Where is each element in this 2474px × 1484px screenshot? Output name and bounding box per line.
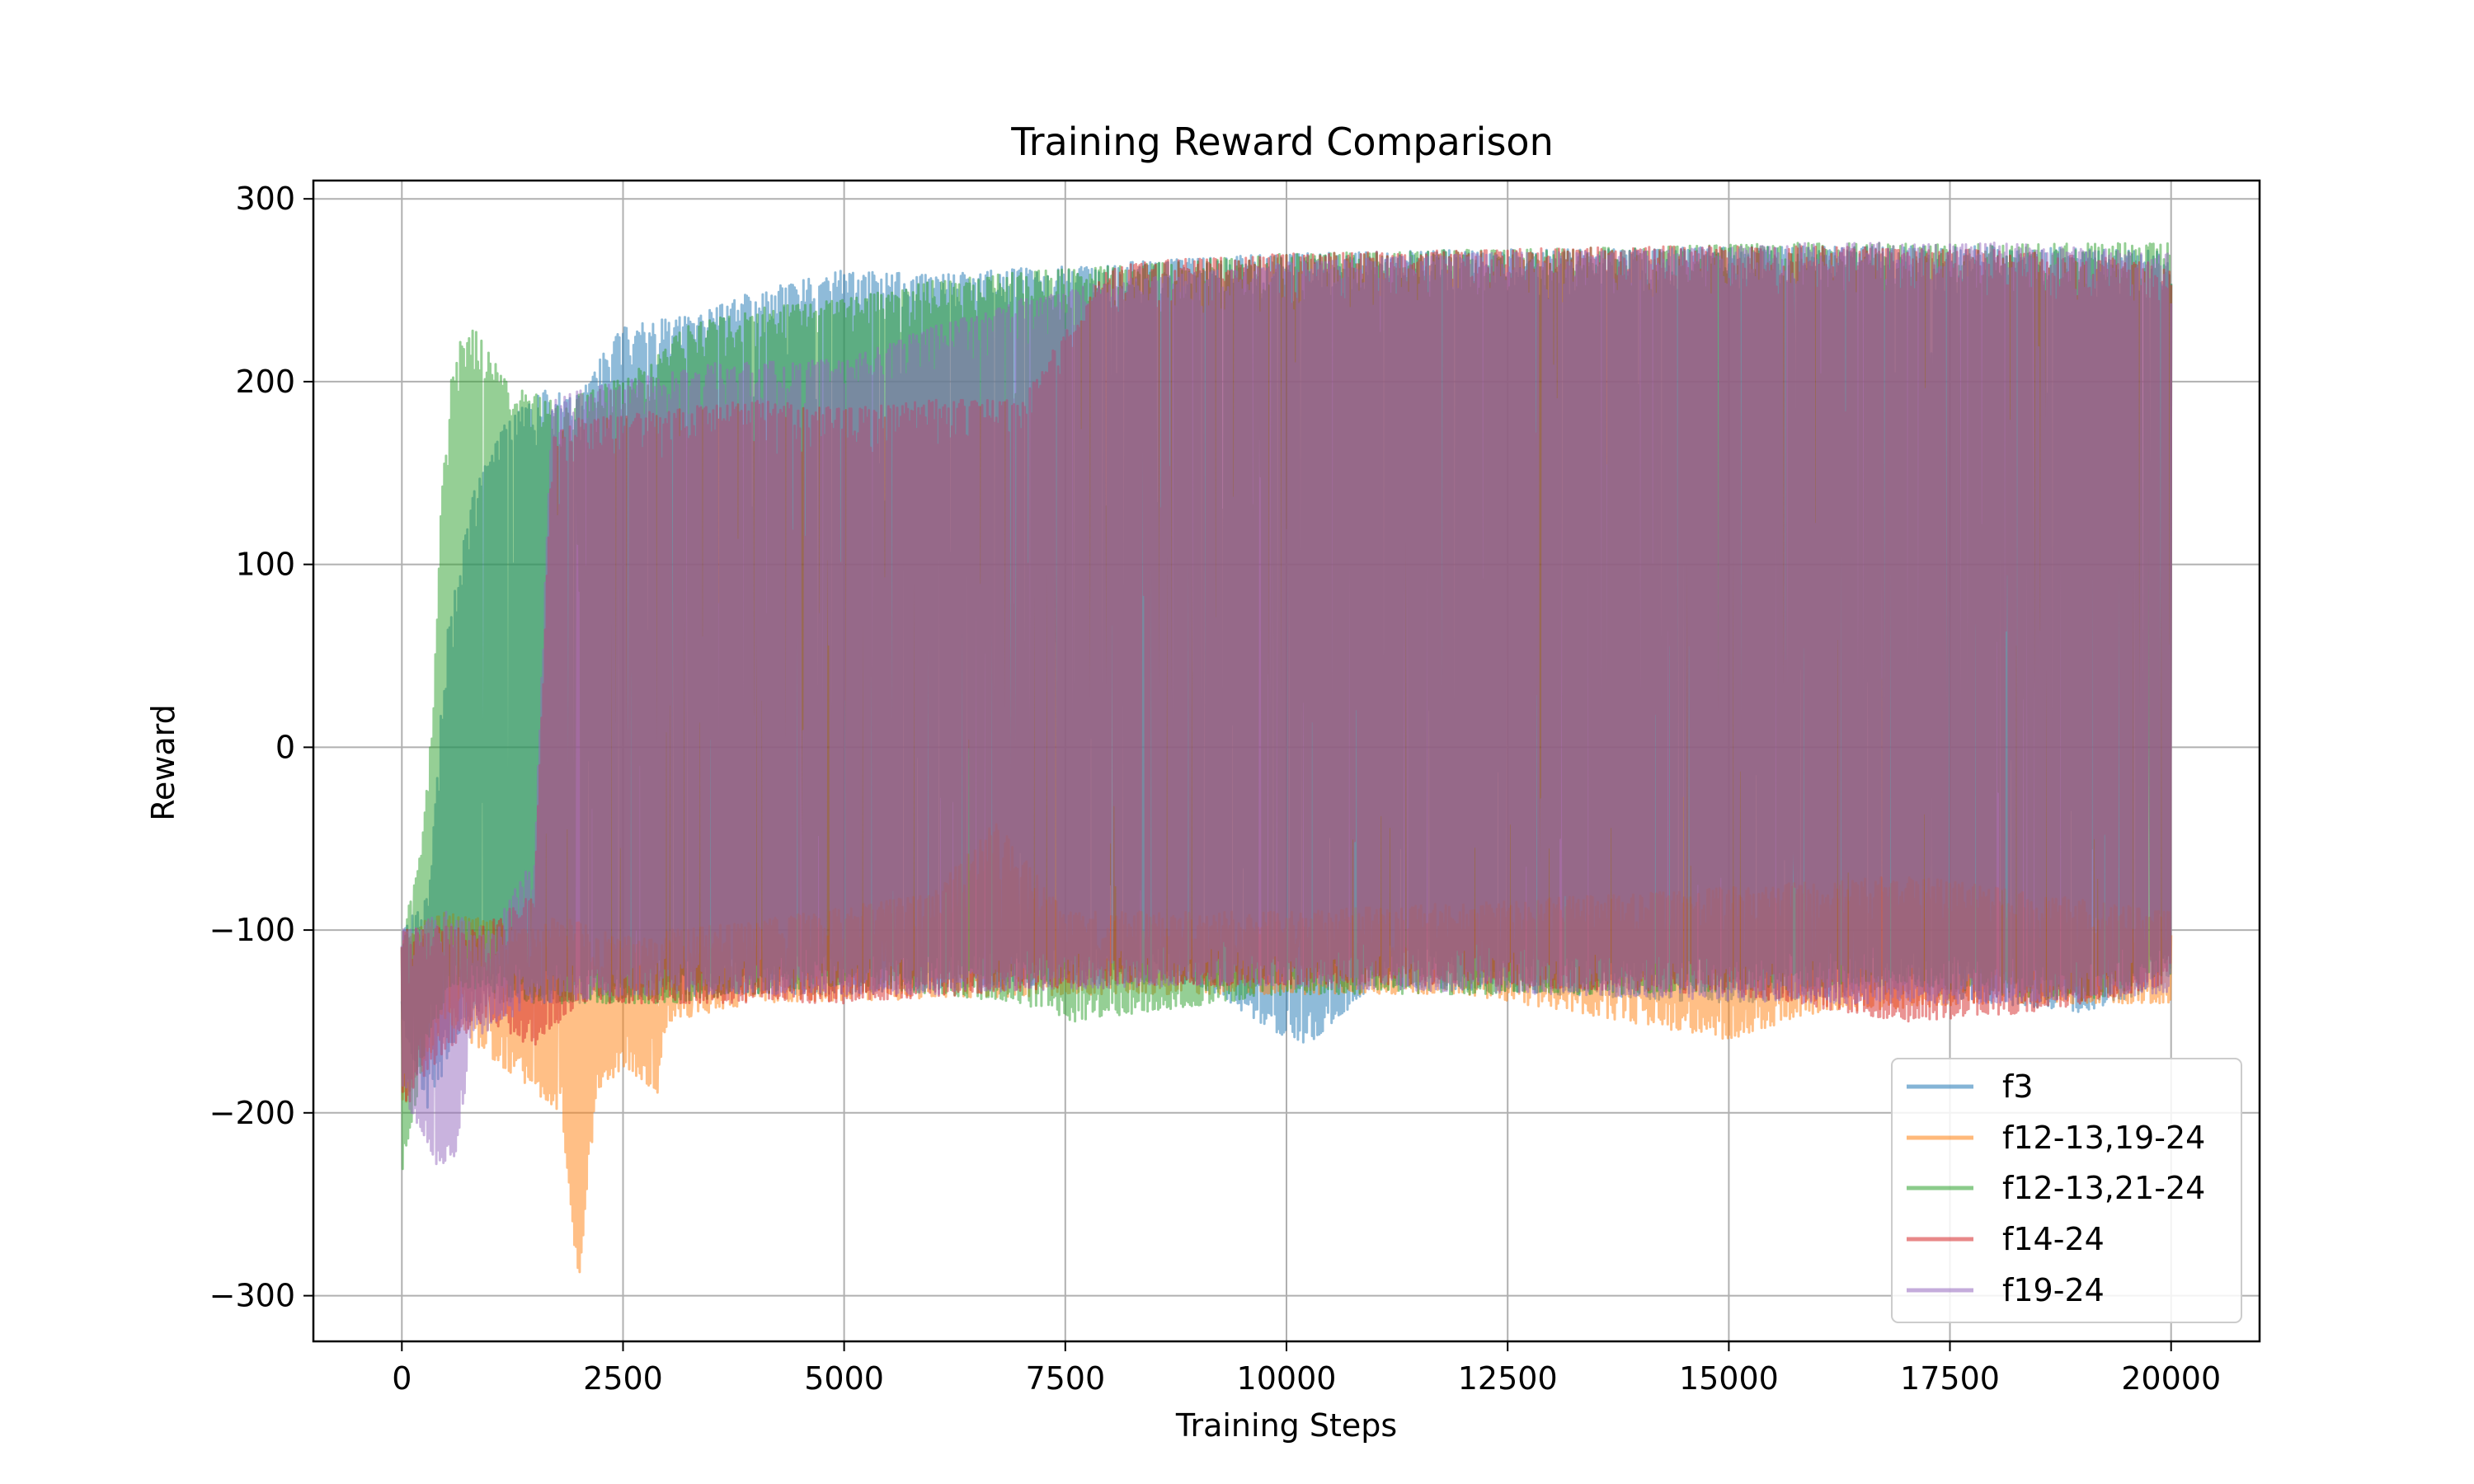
y-tick-label: 300 (235, 181, 295, 217)
legend-label-f3: f3 (2002, 1068, 2034, 1105)
y-tick-label: −100 (209, 912, 295, 948)
legend: f3 f12-13,19-24 f12-13,21-24 f14-24 f19-… (1891, 1058, 2242, 1323)
x-tick-label: 0 (392, 1360, 412, 1397)
legend-label-f14-24: f14-24 (2002, 1221, 2105, 1257)
legend-label-f19-24: f19-24 (2002, 1272, 2105, 1308)
y-axis: −300 −200 −100 0 100 200 300 (209, 181, 313, 1314)
y-tick-label: −200 (209, 1095, 295, 1131)
legend-frame (1891, 1058, 2242, 1323)
series-line-5 (400, 242, 2173, 1166)
y-tick-label: −300 (209, 1278, 295, 1314)
series-layer (400, 242, 2173, 1274)
x-tick-label: 17500 (1900, 1360, 2000, 1397)
x-tick-label: 7500 (1025, 1360, 1105, 1397)
x-tick-label: 20000 (2121, 1360, 2221, 1397)
y-tick-label: 0 (275, 729, 295, 765)
x-axis-label: Training Steps (1175, 1407, 1397, 1444)
x-tick-label: 15000 (1679, 1360, 1779, 1397)
y-axis-label: Reward (145, 704, 181, 821)
y-tick-label: 100 (235, 547, 295, 583)
legend-label-f12-13-19-24: f12-13,19-24 (2002, 1120, 2205, 1156)
x-tick-label: 2500 (583, 1360, 663, 1397)
x-tick-label: 5000 (804, 1360, 884, 1397)
x-axis: 0 2500 5000 7500 10000 12500 15000 17500 20000 (392, 1341, 2221, 1397)
x-tick-label: 10000 (1237, 1360, 1337, 1397)
chart-title: Training Reward Comparison (1010, 120, 1553, 164)
legend-label-f12-13-21-24: f12-13,21-24 (2002, 1170, 2205, 1206)
x-tick-label: 12500 (1458, 1360, 1558, 1397)
y-tick-label: 200 (235, 364, 295, 400)
